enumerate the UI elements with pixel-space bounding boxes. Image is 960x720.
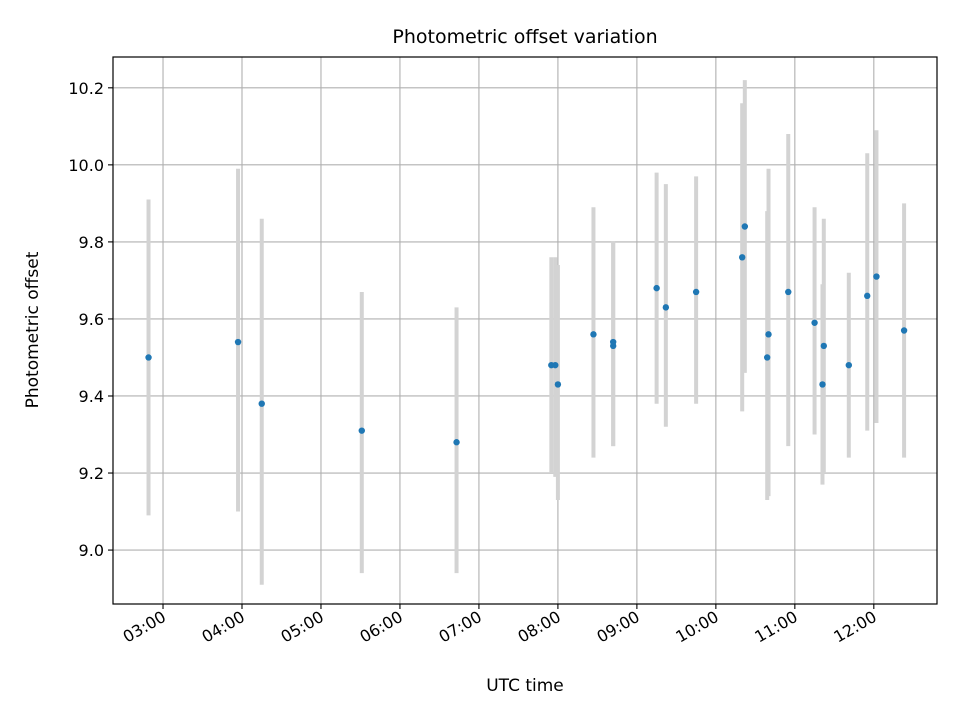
y-tick-label: 9.8 [79, 233, 104, 252]
data-point [820, 342, 827, 350]
data-point [785, 288, 792, 296]
data-point [763, 354, 771, 361]
data-point [609, 338, 617, 346]
data-point [741, 223, 749, 230]
y-tick-label: 9.6 [79, 310, 104, 329]
data-point [692, 288, 700, 296]
y-tick-label: 9.4 [79, 387, 104, 406]
y-tick-label: 9.0 [79, 541, 104, 560]
data-point [358, 427, 365, 434]
data-point [900, 327, 908, 334]
data-point [145, 354, 152, 361]
data-point [453, 439, 460, 446]
data-points [145, 223, 908, 446]
y-axis-ticks: 9.0 9.2 9.4 9.6 9.8 10.0 10.2 [68, 79, 113, 560]
data-point [819, 381, 826, 388]
plot-area-frame [112, 56, 938, 605]
y-tick-label: 10.0 [68, 156, 104, 175]
data-point [554, 381, 562, 388]
data-point [234, 338, 242, 346]
y-axis-label: Photometric offset [23, 251, 43, 408]
data-point [258, 400, 265, 407]
y-tick-label: 9.2 [79, 464, 104, 483]
data-point [662, 304, 670, 311]
grid [113, 57, 937, 604]
y-tick-label: 10.2 [68, 79, 104, 98]
data-point [873, 273, 880, 280]
data-point [590, 331, 597, 338]
data-point [653, 284, 660, 292]
data-point [738, 254, 746, 261]
data-point [765, 331, 772, 338]
chart-title: Photometric offset variation [392, 26, 657, 48]
data-point [811, 319, 818, 326]
data-point [845, 361, 853, 369]
data-point [864, 292, 871, 300]
data-point [552, 361, 559, 369]
x-axis-label: UTC time [486, 676, 564, 696]
